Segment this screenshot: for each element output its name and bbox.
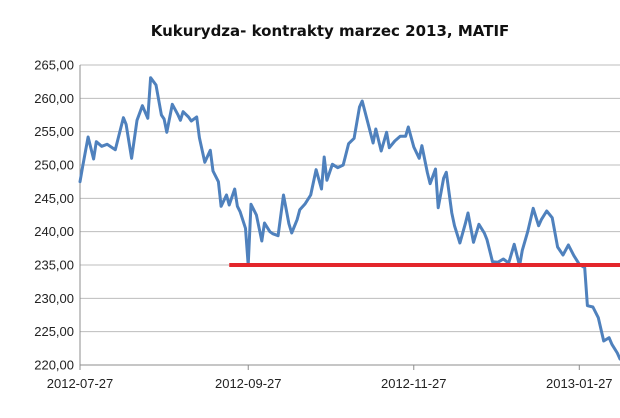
price-series-line bbox=[78, 76, 620, 361]
y-tick-label: 245,00 bbox=[34, 191, 74, 206]
x-tick-label: 2012-07-27 bbox=[47, 376, 114, 391]
x-tick-label: 2013-01-27 bbox=[546, 376, 613, 391]
y-tick-label: 250,00 bbox=[34, 158, 74, 173]
y-tick-label: 260,00 bbox=[34, 91, 74, 106]
y-tick-label: 235,00 bbox=[34, 258, 74, 273]
chart-title: Kukurydza- kontrakty marzec 2013, MATIF bbox=[151, 22, 510, 40]
x-tick-layer: 2012-07-27 2012-09-27 2012-11-27 2013-01-27 bbox=[47, 376, 613, 391]
y-tick-label: 220,00 bbox=[34, 358, 74, 373]
x-tick-label: 2012-11-27 bbox=[381, 376, 447, 391]
y-tick-layer: 220,00 225,00 230,00 235,00 240,00 245,00 250,… bbox=[34, 58, 74, 373]
series-layer bbox=[78, 76, 620, 361]
y-tick-label: 265,00 bbox=[34, 58, 74, 73]
y-tick-label: 225,00 bbox=[34, 324, 74, 339]
grid-layer bbox=[80, 64, 620, 333]
y-tick-label: 240,00 bbox=[34, 224, 74, 239]
x-tick-label: 2012-09-27 bbox=[215, 376, 282, 391]
y-tick-label: 230,00 bbox=[34, 291, 74, 306]
axis-layer bbox=[79, 65, 620, 370]
y-tick-label: 255,00 bbox=[34, 124, 74, 139]
